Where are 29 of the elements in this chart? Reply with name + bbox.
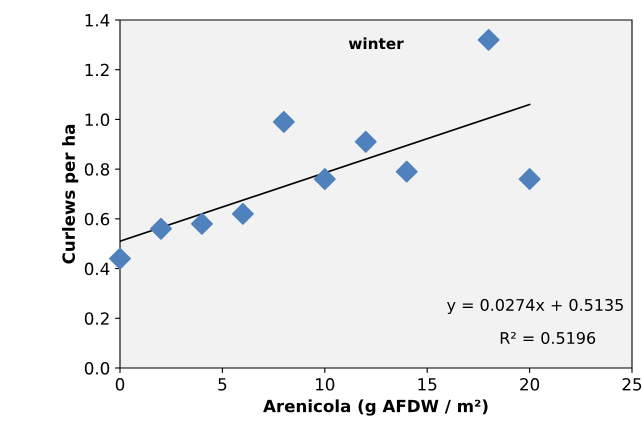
point	[518, 168, 541, 190]
x-axis-title: Arenicola (g AFDW / m²)	[263, 399, 488, 416]
y-tick-label: 0.4	[84, 262, 110, 276]
x-tick-label: 15	[418, 378, 436, 391]
y-tick-label: 1.2	[86, 64, 109, 76]
point	[354, 130, 377, 153]
y-tick-label: 1.0	[86, 113, 110, 126]
x-tick-label: 25	[622, 378, 642, 391]
point	[190, 212, 213, 235]
y-tick-label: 0.8	[84, 163, 110, 176]
y-tick-label: 0.0	[84, 362, 110, 375]
point	[478, 28, 500, 51]
annotation: R² = 0.5196	[500, 332, 596, 344]
y-axis-title: Curlews per ha	[62, 124, 78, 264]
y-tick-label: 1.4	[86, 14, 110, 26]
point	[150, 218, 172, 240]
x-tick-label: 10	[316, 378, 334, 391]
y-tick-label: 0.2	[84, 312, 109, 325]
y-tick-label: 0.6	[84, 212, 110, 226]
x-tick-label: 0	[116, 378, 124, 391]
annotation: winter	[348, 37, 404, 50]
x-tick-label: 5	[218, 378, 226, 391]
annotation: y = 0.0274x + 0.5135	[447, 298, 623, 314]
x-tick-label: 20	[520, 378, 540, 391]
point	[314, 168, 336, 190]
point	[232, 202, 254, 225]
point	[396, 160, 418, 183]
point	[272, 110, 295, 133]
point	[109, 248, 131, 270]
